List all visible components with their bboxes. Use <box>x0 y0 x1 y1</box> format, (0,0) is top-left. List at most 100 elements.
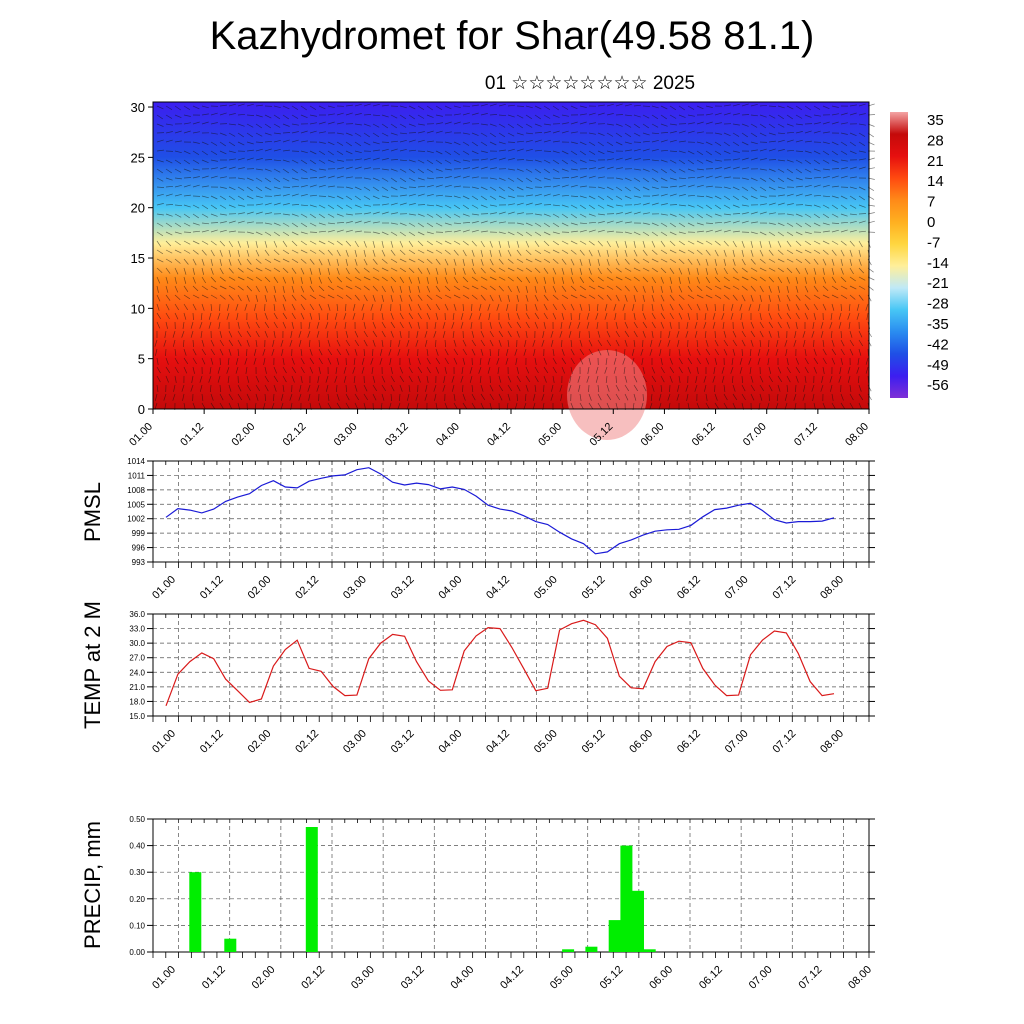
heatmap-y-tick-label: 0 <box>138 402 145 417</box>
temp-y-tick-label: 33.0 <box>129 625 145 634</box>
heatmap-x-tick-label: 06.12 <box>690 421 718 449</box>
temp-x-tick-label: 03.12 <box>389 728 417 756</box>
temp-y-tick-label: 18.0 <box>129 697 145 706</box>
colorbar-label: -28 <box>927 296 949 313</box>
temp-y-tick-label: 36.0 <box>129 610 145 619</box>
chart-title: Kazhydromet for Shar(49.58 81.1) <box>209 14 815 58</box>
chart-subtitle: 01 ☆☆☆☆☆☆☆☆ 2025 <box>484 73 696 94</box>
heatmap-x-tick-label: 03.00 <box>332 421 360 449</box>
temp-y-tick-label: 30.0 <box>129 639 145 648</box>
precip-frame <box>152 818 870 953</box>
temp-x-tick-label: 03.00 <box>341 728 369 756</box>
pmsl-x-tick-label: 06.00 <box>627 574 655 602</box>
precip-bar <box>632 890 644 952</box>
pmsl-y-tick-label: 996 <box>132 544 146 553</box>
pmsl-x-tick-label: 07.00 <box>723 574 751 602</box>
colorbar-label: -35 <box>927 316 949 333</box>
precip-x-tick-label: 07.12 <box>796 964 824 992</box>
heatmap-y-tick-label: 5 <box>138 352 145 367</box>
colorbar-labels: 35 28 21 14 7 0 -7 -14 -21 -28 -35 -42 -49 -56 <box>927 112 949 394</box>
precip-bar <box>305 827 318 952</box>
colorbar-label: 21 <box>927 153 944 170</box>
heatmap-y-tick-label: 30 <box>131 100 145 115</box>
heatmap-x-tick-label: 04.00 <box>434 421 462 449</box>
precip-x-tick-label: 02.00 <box>250 964 278 992</box>
precip-y-tick-label: 0.50 <box>129 815 145 824</box>
temp-x-tick-label: 02.12 <box>293 728 321 756</box>
precip-ylabel: PRECIP, mm <box>80 821 105 949</box>
precip-bar <box>620 845 633 952</box>
temp-x-tick-label: 01.00 <box>150 728 178 756</box>
colorbar-label: 28 <box>927 132 944 149</box>
temp-x-tick-label: 07.12 <box>770 728 798 756</box>
pmsl-y-tick-label: 1008 <box>127 486 145 495</box>
pmsl-y-tick-label: 1014 <box>127 457 145 466</box>
temp-x-tick-label: 06.12 <box>675 728 703 756</box>
precip-y-tick-label: 0.10 <box>129 921 145 930</box>
temp-x-tick-label: 01.12 <box>198 728 226 756</box>
colorbar-label: 7 <box>927 194 935 211</box>
precip-x-tick-label: 02.12 <box>299 964 327 992</box>
pmsl-x-tick-label: 07.12 <box>770 574 798 602</box>
pmsl-y-tick-label: 999 <box>132 529 146 538</box>
precip-x-tick-label: 06.00 <box>647 964 675 992</box>
pmsl-y-tick-label: 1011 <box>128 471 146 480</box>
heatmap-x-tick-label: 04.12 <box>485 421 513 449</box>
colorbar <box>890 112 908 398</box>
precip-x-tick-label: 05.00 <box>548 964 576 992</box>
heatmap-x-tick-label: 03.12 <box>383 421 411 449</box>
heatmap-x-tick-label: 02.12 <box>281 421 309 449</box>
pmsl-x-tick-label: 01.12 <box>198 574 226 602</box>
temp-x-tick-label: 02.00 <box>246 728 274 756</box>
temp-x-tick-label: 05.12 <box>580 728 608 756</box>
heatmap-y-tick-label: 10 <box>131 301 145 316</box>
heatmap-x-tick-label: 05.00 <box>536 421 564 449</box>
heatmap-x-tick-label: 08.00 <box>843 421 871 449</box>
pmsl-y-tick-label: 993 <box>132 558 146 567</box>
heatmap-y-tick-label: 15 <box>131 251 145 266</box>
precip-x-tick-label: 04.00 <box>448 964 476 992</box>
temp-y-tick-label: 21.0 <box>129 683 145 692</box>
precip-x-tick-label: 03.00 <box>349 964 377 992</box>
temp-frame <box>152 613 870 717</box>
colorbar-label: -21 <box>927 275 949 292</box>
colorbar-label: 0 <box>927 214 935 231</box>
precip-x-tick-label: 01.12 <box>200 964 228 992</box>
heatmap-x-tick-label: 07.00 <box>741 421 769 449</box>
colorbar-label: -56 <box>927 377 949 394</box>
temp-ylabel: TEMP at 2 M <box>80 601 105 729</box>
precip-bar <box>189 872 202 952</box>
temp-x-tick-label: 08.00 <box>818 728 846 756</box>
precip-x-tick-label: 05.12 <box>598 964 626 992</box>
temp-x-tick-label: 07.00 <box>723 728 751 756</box>
temp-x-tick-label: 04.12 <box>484 728 512 756</box>
precip-bar <box>585 946 598 952</box>
precip-x-tick-label: 01.00 <box>150 964 178 992</box>
precip-x-tick-label: 06.12 <box>697 964 725 992</box>
heatmap-x-tick-label: 02.00 <box>229 421 257 449</box>
precip-y-tick-label: 0.20 <box>129 895 145 904</box>
temp-series-line <box>165 619 835 707</box>
precip-x-tick-label: 03.12 <box>399 964 427 992</box>
heatmap-warm-core <box>567 350 647 440</box>
precip-bar <box>562 949 575 952</box>
heatmap-y-tick-label: 20 <box>131 201 145 216</box>
pmsl-x-tick-label: 02.00 <box>246 574 274 602</box>
heatmap-y-tick-label: 25 <box>131 150 145 165</box>
heatmap-x-tick-label: 01.12 <box>178 421 206 449</box>
pmsl-x-tick-label: 08.00 <box>818 574 846 602</box>
colorbar-label: -14 <box>927 255 949 272</box>
temp-y-tick-label: 24.0 <box>129 668 145 677</box>
temp-y-tick-label: 27.0 <box>129 654 145 663</box>
colorbar-label: -7 <box>927 234 940 251</box>
precip-x-tick-label: 07.00 <box>747 964 775 992</box>
temp-panel: 36.0 33.0 30.0 27.0 24.0 21.0 18.0 15.0 TEMP at … <box>80 601 875 756</box>
precip-y-tick-label: 0.30 <box>129 868 145 877</box>
pmsl-x-tick-label: 04.12 <box>484 574 512 602</box>
pmsl-x-tick-label: 05.12 <box>580 574 608 602</box>
pmsl-x-tick-label: 03.00 <box>341 574 369 602</box>
heatmap-x-tick-label: 06.00 <box>639 421 667 449</box>
pmsl-y-tick-label: 1005 <box>127 500 145 509</box>
precip-x-tick-label: 04.12 <box>498 964 526 992</box>
wind-barbs <box>154 103 876 411</box>
